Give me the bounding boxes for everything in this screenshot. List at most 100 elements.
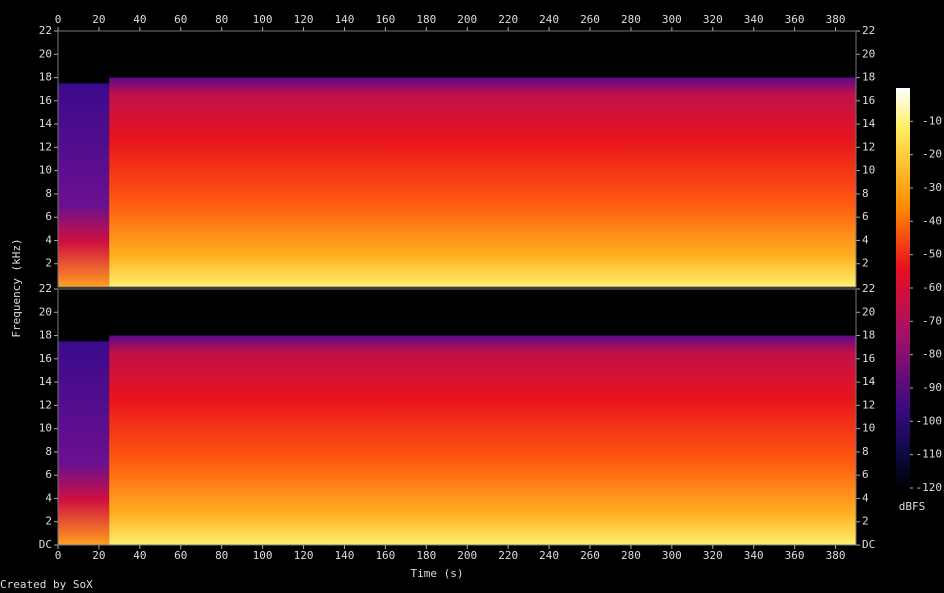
y-tick-label: 14 [39,375,53,388]
colorbar-tick-label: -50 [922,248,942,261]
spectrum-segment [58,83,110,287]
x-tick-label: 200 [457,549,477,562]
y-tick-label: 10 [862,164,875,177]
x-tick-label: 160 [375,13,395,26]
y-tick-label: 8 [862,187,869,200]
y-tick-label: 18 [39,71,52,84]
spectrum-segment [109,77,856,287]
y-tick-label: 12 [39,398,52,411]
x-tick-label: 60 [174,549,187,562]
y-tick-label: 22 [39,24,52,37]
x-tick-label: 200 [457,13,477,26]
colorbar-tick-label: -120 [916,481,943,494]
y-tick-label: 12 [39,140,52,153]
x-tick-label: 180 [416,549,436,562]
x-tick-label: 280 [621,549,641,562]
colorbar-tick-label: -20 [922,148,942,161]
x-tick-label: 380 [826,13,846,26]
y-tick-label: DC [39,538,52,551]
y-tick-label: 20 [39,305,52,318]
y-tick-label: 4 [862,491,869,504]
x-tick-label: 40 [133,13,146,26]
colorbar-tick-label: -70 [922,314,942,327]
x-tick-label: 100 [253,13,273,26]
y-tick-label: DC [862,538,875,551]
x-tick-label: 280 [621,13,641,26]
y-tick-label: 6 [45,468,52,481]
y-tick-label: 10 [39,422,52,435]
x-tick-label: 0 [55,549,62,562]
colorbar-label: dBFS [899,500,926,513]
y-tick-label: 20 [39,47,52,60]
x-tick-label: 180 [416,13,436,26]
y-tick-label: 22 [39,282,52,295]
plot-frame [57,288,857,546]
colorbar-tick-label: -40 [922,214,942,227]
x-tick-label: 160 [375,549,395,562]
y-tick-label: 4 [45,491,52,504]
colorbar-tick-label: -80 [922,348,942,361]
x-tick-label: 100 [253,549,273,562]
x-tick-label: 140 [335,549,355,562]
y-tick-label: 8 [45,187,52,200]
y-tick-label: 6 [862,468,869,481]
x-tick-label: 300 [662,13,682,26]
y-tick-label: 14 [862,375,876,388]
y-tick-label: 18 [862,329,875,342]
y-tick-label: 12 [862,398,875,411]
x-tick-label: 260 [580,549,600,562]
y-axis-label: Frequency (kHz) [10,238,23,337]
y-tick-label: 10 [862,422,875,435]
y-tick-label: 18 [862,71,875,84]
y-tick-label: 12 [862,140,875,153]
x-tick-label: 20 [92,549,105,562]
y-tick-label: 18 [39,329,52,342]
colorbar-tick-label: -60 [922,281,942,294]
y-tick-label: 22 [862,282,875,295]
y-tick-label: 2 [45,257,52,270]
x-tick-label: 360 [785,13,805,26]
x-tick-label: 120 [294,13,314,26]
y-tick-label: 8 [45,445,52,458]
x-tick-label: 340 [744,13,764,26]
colorbar-tick-label: -90 [922,381,942,394]
y-tick-label: 16 [862,352,875,365]
colorbar-tick-label: -10 [922,114,942,127]
x-tick-label: 60 [174,13,187,26]
x-tick-label: 220 [498,13,518,26]
credit: Created by SoX [0,578,93,591]
x-tick-label: 260 [580,13,600,26]
y-tick-label: 4 [862,233,869,246]
x-tick-label: 80 [215,13,228,26]
y-tick-label: 6 [862,210,869,223]
y-tick-label: 20 [862,47,875,60]
colorbar-tick-label: -30 [922,181,942,194]
y-tick-label: 2 [862,515,869,528]
spectrum-segment [58,341,110,545]
y-tick-label: 16 [39,352,52,365]
y-tick-label: 6 [45,210,52,223]
x-tick-label: 40 [133,549,146,562]
x-tick-label: 120 [294,549,314,562]
x-tick-label: 20 [92,13,105,26]
y-tick-label: 10 [39,164,52,177]
x-tick-label: 340 [744,549,764,562]
y-tick-label: 2 [862,257,869,270]
x-axis-label: Time (s) [411,567,464,580]
x-tick-label: 140 [335,13,355,26]
y-tick-label: 14 [39,117,53,130]
colorbar-tick-label: -100 [916,414,943,427]
y-tick-label: 4 [45,233,52,246]
y-tick-label: 20 [862,305,875,318]
x-tick-label: 80 [215,549,228,562]
colorbar [896,88,910,488]
y-tick-label: 16 [862,94,875,107]
y-tick-label: 16 [39,94,52,107]
x-tick-label: 240 [539,13,559,26]
x-tick-label: 240 [539,549,559,562]
y-tick-label: 22 [862,24,875,37]
y-tick-label: 8 [862,445,869,458]
x-tick-label: 220 [498,549,518,562]
x-tick-label: 0 [55,13,62,26]
